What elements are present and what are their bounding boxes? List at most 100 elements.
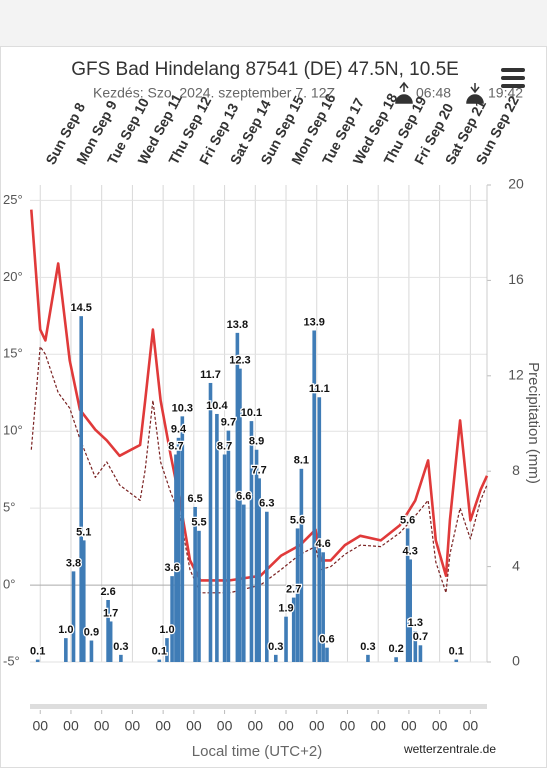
precip-bar <box>64 638 68 662</box>
x-tick-label: 00 <box>217 718 233 734</box>
chart-subtitle: Kezdés: Szo, 2024. szeptember 7. 12Z <box>93 85 335 101</box>
menu-bar <box>501 68 525 72</box>
precip-bar <box>119 654 123 662</box>
precip-bar <box>321 552 325 662</box>
data-label: 8.9 <box>249 436 264 448</box>
x-tick-label: 00 <box>63 718 79 734</box>
precip-bar <box>79 316 84 662</box>
precip-bar <box>312 330 316 662</box>
data-label: 0.1 <box>449 646 464 658</box>
data-label: 10.4 <box>206 400 228 412</box>
x-tick-label: 00 <box>370 718 386 734</box>
data-label: 5.5 <box>191 517 206 529</box>
data-label: 11.7 <box>200 369 221 381</box>
precip-bar <box>35 659 40 662</box>
data-label: 0.2 <box>388 643 403 655</box>
precip-bar <box>157 659 162 662</box>
precip-bar <box>193 506 197 662</box>
precip-bar <box>170 576 174 662</box>
y2-tick-label: 20 <box>508 176 524 192</box>
data-label: 2.7 <box>286 584 301 596</box>
precip-bar <box>208 382 213 662</box>
data-label: 5.1 <box>76 526 91 538</box>
sun-half <box>395 94 413 104</box>
precip-bar <box>405 528 410 662</box>
y2-tick-label: 4 <box>512 557 520 573</box>
data-label: 0.3 <box>360 641 375 653</box>
data-label: 8.7 <box>168 440 183 452</box>
precip-bar <box>295 528 300 662</box>
x-tick-label: 00 <box>94 718 110 734</box>
precip-bar <box>418 645 423 662</box>
precip-bar <box>165 638 169 662</box>
top-bar <box>0 0 547 46</box>
data-label: 1.7 <box>103 607 118 619</box>
y-tick-label: 15° <box>3 346 23 361</box>
precip-bar <box>174 454 178 662</box>
sun-arrow <box>399 81 409 89</box>
precip-bar <box>215 413 219 662</box>
precip-bar <box>81 540 86 662</box>
precip-bar <box>222 454 227 662</box>
credit: wetterzentrale.de <box>403 742 496 756</box>
y-tick-label: 20° <box>3 269 23 284</box>
data-label: 3.6 <box>164 562 179 574</box>
precip-bar <box>299 468 304 662</box>
precip-bar <box>235 332 240 662</box>
precip-bar <box>454 659 459 662</box>
data-label: 9.4 <box>171 424 187 436</box>
data-label: 12.3 <box>229 355 250 367</box>
data-label: 1.3 <box>408 617 423 629</box>
sun-arrow <box>470 86 480 94</box>
precip-bar <box>265 511 269 662</box>
chart-title: GFS Bad Hindelang 87541 (DE) 47.5N, 10.5… <box>71 59 459 80</box>
data-label: 6.6 <box>236 490 251 502</box>
menu-bar <box>501 76 525 80</box>
data-label: 5.6 <box>400 514 415 526</box>
precip-bar <box>176 437 181 662</box>
data-label: 1.0 <box>159 624 174 636</box>
data-label: 0.1 <box>152 646 167 658</box>
y-tick-label: 25° <box>3 192 23 207</box>
precip-bar <box>413 630 418 662</box>
y-tick-label: 10° <box>3 423 23 438</box>
precip-bar <box>226 430 231 662</box>
data-label: 2.6 <box>100 586 115 598</box>
y-tick-label: 0° <box>3 577 15 592</box>
y2-tick-label: 12 <box>508 367 524 383</box>
precip-bar <box>71 571 76 662</box>
sunrise-icon <box>395 81 413 104</box>
data-label: 0.3 <box>113 641 128 653</box>
precip-bar <box>325 647 329 662</box>
x-tick-label: 00 <box>248 718 264 734</box>
data-label: 7.7 <box>251 464 266 476</box>
menu-icon[interactable] <box>501 68 525 88</box>
precip-bar <box>291 597 296 662</box>
y2-tick-label: 8 <box>512 462 520 478</box>
data-label: 13.9 <box>303 316 324 328</box>
x-tick-label: 00 <box>32 718 48 734</box>
y-tick-label: 5° <box>3 500 15 515</box>
precip-bar <box>180 416 185 662</box>
precip-bar <box>197 530 201 662</box>
precip-bar <box>257 478 261 662</box>
precip-bar <box>366 654 370 662</box>
data-label: 0.1 <box>30 646 45 658</box>
data-label: 1.0 <box>58 624 73 636</box>
x-tick-label: 00 <box>432 718 448 734</box>
sunset-icon <box>466 83 484 104</box>
data-label: 1.9 <box>278 603 293 615</box>
data-label: 6.5 <box>187 493 202 505</box>
y-tick-label: -5° <box>3 653 20 668</box>
precip-bar <box>317 397 322 662</box>
x-tick-label: 00 <box>186 718 202 734</box>
scroll-track <box>30 704 487 709</box>
precip-bar <box>238 368 242 662</box>
y2-axis-label: Precipitation (mm) <box>525 362 542 484</box>
data-label: 0.3 <box>268 641 283 653</box>
x-tick-label: 00 <box>340 718 356 734</box>
data-label: 14.5 <box>70 302 91 314</box>
x-tick-label: 00 <box>401 718 417 734</box>
data-label: 10.1 <box>241 407 262 419</box>
data-label: 4.3 <box>403 545 418 557</box>
